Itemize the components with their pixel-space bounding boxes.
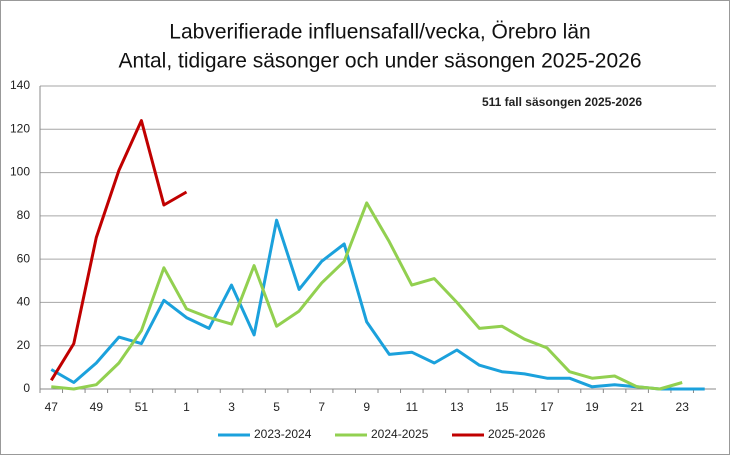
y-tick-label: 40 xyxy=(17,295,31,309)
series-line xyxy=(50,218,705,391)
y-tick-label: 20 xyxy=(17,338,31,352)
series-line xyxy=(50,119,188,382)
legend-label: 2025-2026 xyxy=(488,427,546,441)
x-tick-label: 11 xyxy=(406,400,419,414)
y-tick-label: 60 xyxy=(17,251,31,265)
y-tick-label: 0 xyxy=(23,381,30,395)
legend-label: 2024-2025 xyxy=(371,427,429,441)
x-tick-label: 51 xyxy=(135,400,149,414)
x-tick-label: 13 xyxy=(450,400,464,414)
x-tick-label: 23 xyxy=(676,400,690,414)
annotation: 511 fall säsongen 2025-2026 xyxy=(482,95,642,109)
y-tick-label: 120 xyxy=(10,121,30,135)
x-tick-label: 17 xyxy=(540,400,554,414)
x-tick-label: 5 xyxy=(273,400,280,414)
chart-title: Labverifierade influensafall/vecka, Öreb… xyxy=(169,21,590,44)
x-tick-label: 7 xyxy=(318,400,325,414)
y-tick-label: 100 xyxy=(10,165,30,179)
series-line xyxy=(51,201,683,391)
x-tick-label: 1 xyxy=(183,400,190,414)
chart-title: Antal, tidigare säsonger och under säson… xyxy=(118,50,641,73)
x-tick-label: 3 xyxy=(228,400,235,414)
x-tick-label: 9 xyxy=(363,400,370,414)
legend-label: 2023-2024 xyxy=(254,427,312,441)
y-tick-label: 140 xyxy=(10,78,30,92)
x-tick-label: 21 xyxy=(630,400,644,414)
x-tick-label: 19 xyxy=(585,400,599,414)
x-tick-label: 49 xyxy=(90,400,104,414)
x-tick-label: 15 xyxy=(495,400,509,414)
x-tick-label: 47 xyxy=(45,400,59,414)
y-tick-label: 80 xyxy=(17,208,31,222)
